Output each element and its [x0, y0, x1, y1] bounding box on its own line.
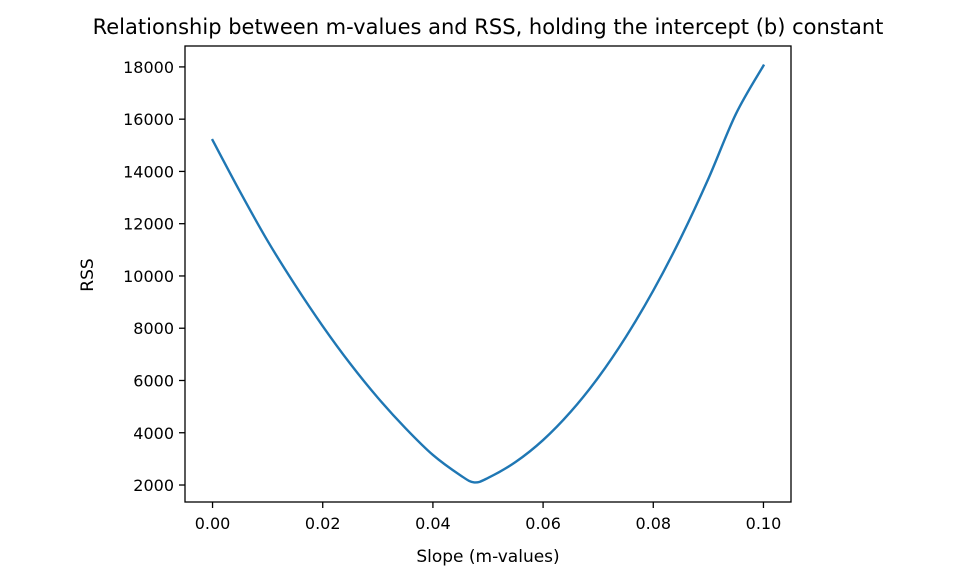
y-tick-label: 4000	[133, 424, 174, 443]
x-tick-label: 0.04	[415, 514, 451, 533]
plot-frame	[184, 45, 792, 503]
x-tick-label: 0.10	[746, 514, 782, 533]
y-axis: 2000 4000 6000 8000 10000 12000 14000 16000 1800…	[123, 58, 185, 495]
x-axis-label: Slope (m-values)	[416, 547, 559, 567]
x-tick-label: 0.02	[305, 514, 341, 533]
y-tick-label: 16000	[123, 110, 174, 129]
y-tick-label: 14000	[123, 162, 174, 181]
y-tick-label: 6000	[133, 371, 174, 390]
y-tick-label: 18000	[123, 58, 174, 77]
y-tick-label: 2000	[133, 476, 174, 495]
y-tick-label: 12000	[123, 215, 174, 234]
chart-title: Relationship between m-values and RSS, h…	[93, 15, 884, 39]
x-tick-label: 0.08	[635, 514, 671, 533]
plot-area	[210, 63, 766, 484]
x-tick-label: 0.06	[525, 514, 561, 533]
y-tick-label: 8000	[133, 319, 174, 338]
x-tick-label: 0.00	[195, 514, 231, 533]
y-axis-label: RSS	[78, 258, 98, 291]
y-tick-label: 10000	[123, 267, 174, 286]
x-axis: 0.00 0.02 0.04 0.06 0.08 0.10	[195, 502, 782, 533]
series-line-0	[210, 63, 766, 484]
